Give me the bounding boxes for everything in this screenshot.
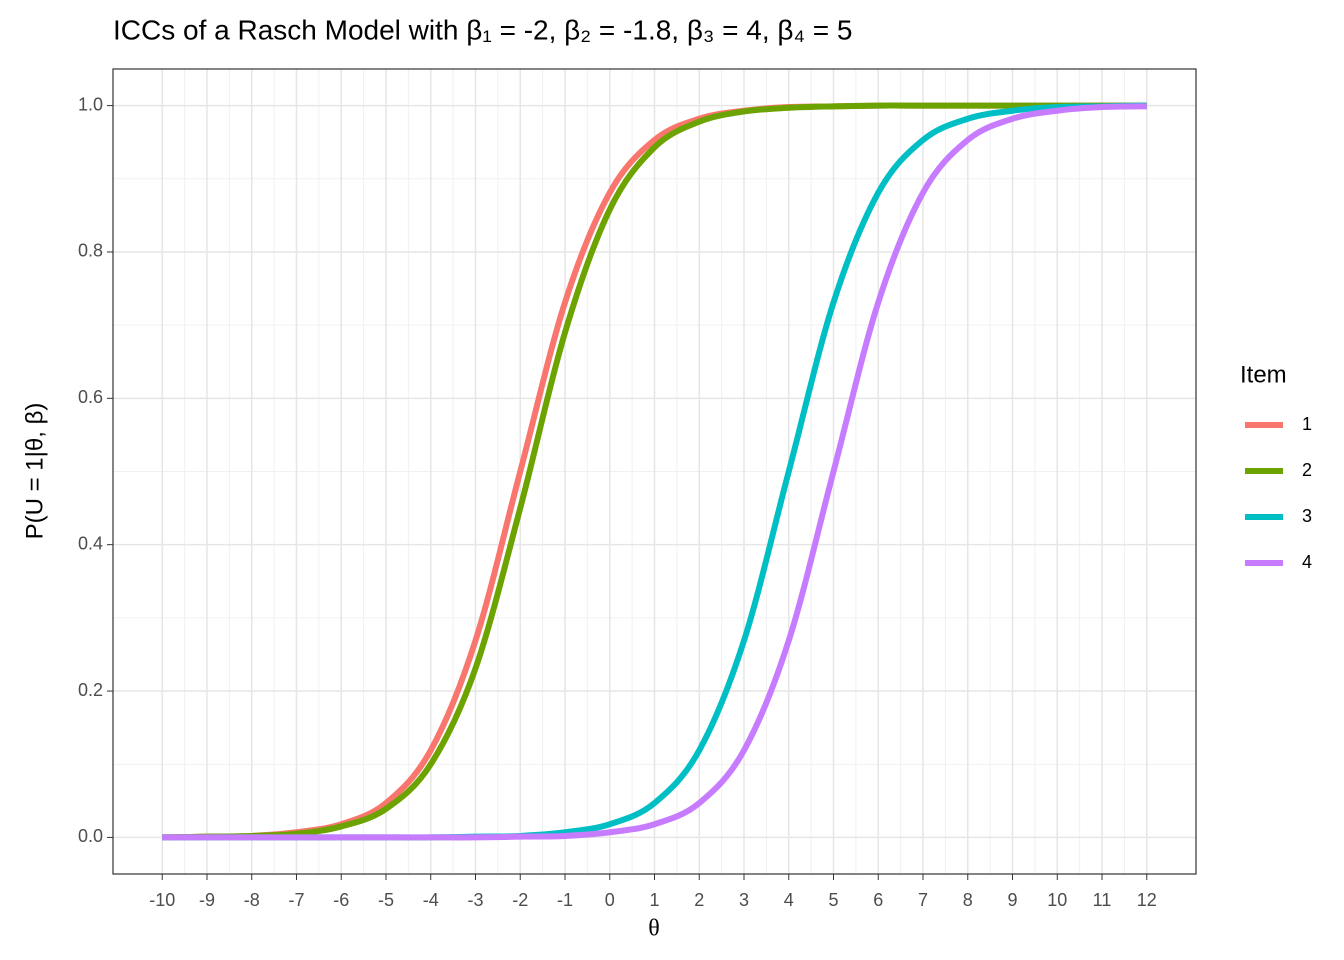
x-tick-label: 11 — [1093, 890, 1112, 910]
y-tick-label: 1.0 — [78, 94, 103, 114]
x-tick-label: 8 — [963, 890, 973, 910]
x-tick-label: 2 — [694, 890, 704, 910]
x-tick-label: 9 — [1008, 890, 1018, 910]
x-tick-label: -8 — [244, 890, 260, 910]
y-tick-label: 0.6 — [78, 387, 103, 407]
chart-title: ICCs of a Rasch Model with β₁ = -2, β₂ =… — [113, 14, 852, 45]
x-tick-label: -10 — [149, 890, 175, 910]
x-tick-label: 1 — [649, 890, 659, 910]
x-tick-label: -1 — [557, 890, 573, 910]
x-tick-label: -9 — [199, 890, 215, 910]
x-tick-label: 3 — [739, 890, 749, 910]
x-tick-label: -4 — [423, 890, 439, 910]
x-tick-label: 10 — [1047, 890, 1067, 910]
x-tick-label: -2 — [512, 890, 528, 910]
x-tick-label: 4 — [784, 890, 794, 910]
series-line — [162, 102, 1147, 841]
y-axis-label: P(U = 1|θ, β) — [21, 403, 48, 540]
legend-label: 1 — [1302, 414, 1312, 434]
x-tick-label: -6 — [333, 890, 349, 910]
x-tick-label: -7 — [288, 890, 304, 910]
legend-label: 4 — [1302, 552, 1312, 572]
x-tick-label: 0 — [605, 890, 615, 910]
panel-border — [112, 68, 1197, 875]
x-tick-label: -5 — [378, 890, 394, 910]
legend-title: Item — [1240, 361, 1287, 388]
x-tick-label: 7 — [918, 890, 928, 910]
legend-label: 2 — [1302, 460, 1312, 480]
legend-label: 3 — [1302, 506, 1312, 526]
series-line — [162, 103, 1147, 841]
x-axis-label: θ — [648, 916, 660, 942]
y-tick-label: 0.2 — [78, 680, 103, 700]
y-tick-label: 0.4 — [78, 533, 103, 553]
x-tick-label: -3 — [467, 890, 483, 910]
x-tick-label: 6 — [873, 890, 883, 910]
x-tick-label: 5 — [829, 890, 839, 910]
y-tick-label: 0.0 — [78, 826, 103, 846]
x-tick-label: 12 — [1137, 890, 1157, 910]
y-tick-label: 0.8 — [78, 241, 103, 261]
